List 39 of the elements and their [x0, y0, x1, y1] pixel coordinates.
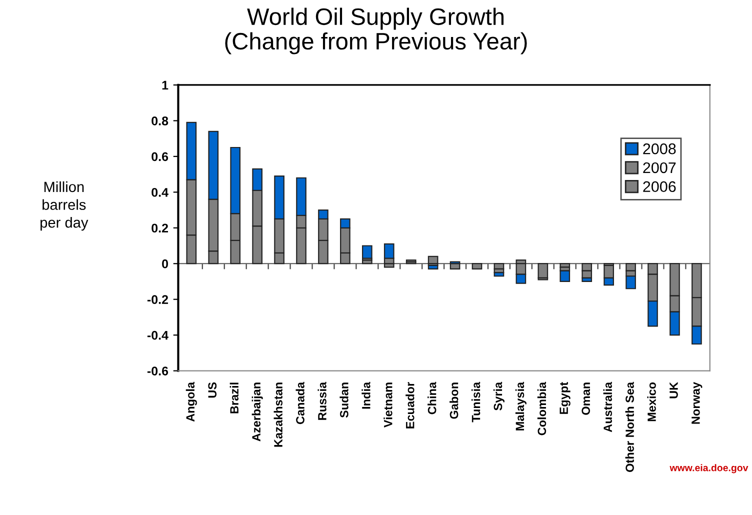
- legend-label: 2006: [643, 181, 676, 192]
- x-tick-label: Kazakhstan: [274, 382, 282, 447]
- x-tick-label: Syria: [493, 382, 504, 410]
- y-tick-label: 0.8: [152, 116, 168, 126]
- text: www.eia.doe.gov: [670, 464, 748, 474]
- x-tick-label: UK: [670, 382, 678, 398]
- x-tick-label: Ecuador: [406, 382, 414, 428]
- y-tick-label: -0.2: [147, 295, 168, 304]
- x-tick-label: Egypt: [560, 382, 570, 414]
- x-tick-label: Brazil: [230, 382, 239, 414]
- y-tick-label: 1: [162, 80, 168, 90]
- x-tick-label: Vietnam: [384, 382, 392, 428]
- y-axis-title: Million barrels per day: [40, 181, 88, 231]
- x-tick-label: Colombia: [537, 382, 546, 436]
- y-tick-label: -0.4: [147, 330, 168, 340]
- x-tick-label: US: [208, 382, 217, 398]
- x-tick-label: Other North Sea: [625, 382, 634, 472]
- x-tick-label: Tunisia: [472, 382, 480, 422]
- x-tick-label: Angola: [186, 382, 197, 422]
- x-tick-label: Azerbaijan: [252, 382, 263, 442]
- x-tick-label: Russia: [318, 382, 326, 420]
- x-tick-label: Norway: [692, 382, 702, 424]
- y-tick-label: 0.6: [152, 152, 168, 162]
- x-tick-label: China: [428, 382, 436, 414]
- x-tick-label: Canada: [296, 382, 304, 424]
- chart-title: World Oil Supply Growth (Change from Previous Year): [225, 8, 527, 54]
- legend-label: 2007: [643, 162, 676, 174]
- y-tick-label: 0.4: [152, 188, 168, 197]
- y-tick-label: 0: [162, 259, 168, 268]
- y-tick-label: 0.2: [152, 224, 168, 233]
- x-tick-label: India: [362, 382, 370, 409]
- x-tick-label: Oman: [582, 382, 590, 415]
- x-tick-label: Mexico: [647, 382, 656, 422]
- legend-label: 2008: [643, 143, 676, 154]
- y-tick-label: -0.6: [147, 366, 168, 376]
- x-tick-label: Malaysia: [515, 382, 526, 430]
- x-tick-label: Australia: [603, 382, 612, 432]
- x-tick-label: Gabon: [450, 382, 458, 419]
- x-tick-label: Sudan: [340, 382, 348, 418]
